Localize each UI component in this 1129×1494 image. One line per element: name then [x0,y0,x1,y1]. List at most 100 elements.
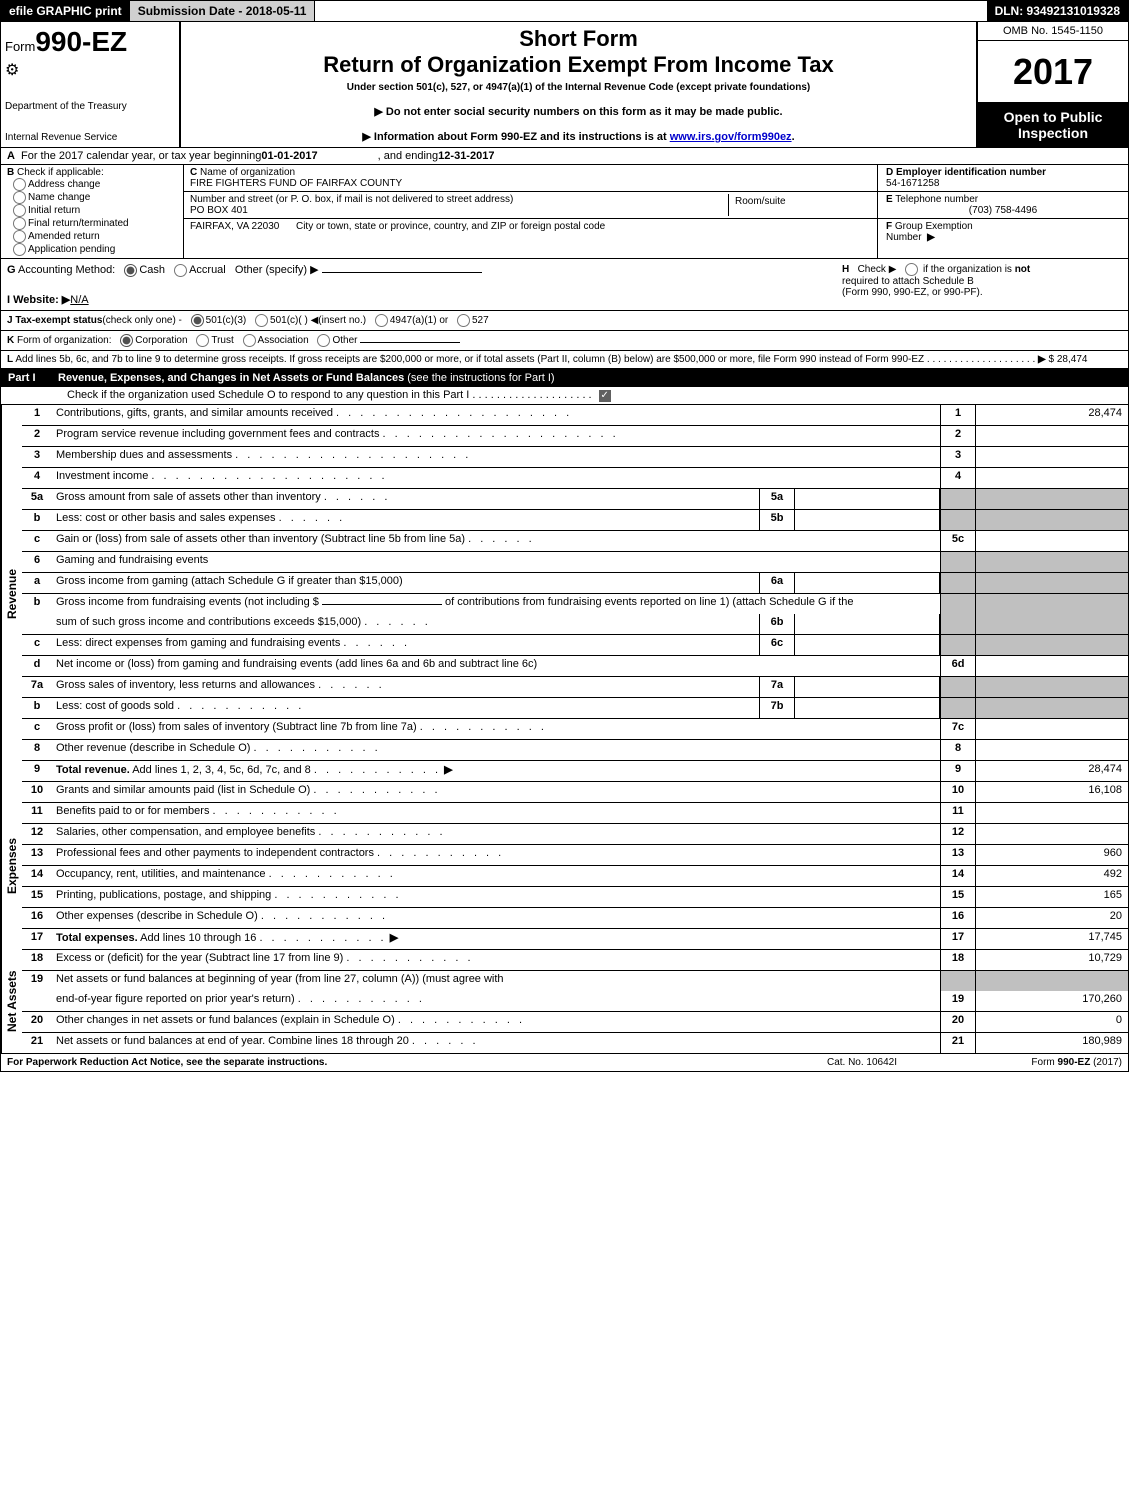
line-20-desc: Other changes in net assets or fund bala… [52,1012,940,1032]
footer-form-suffix: (2017) [1090,1057,1122,1068]
527-label: 527 [472,315,489,326]
line-5a-gray2 [975,489,1128,509]
line-6b-desc1: Gross income from fundraising events (no… [52,594,940,614]
line-4-desc: Investment income . . . . . . . . . . . … [52,468,940,488]
line-12: 12 Salaries, other compensation, and emp… [22,824,1128,845]
line-10: 10 Grants and similar amounts paid (list… [22,782,1128,803]
line-10-val: 16,108 [975,782,1128,802]
line-1-desc: Contributions, gifts, grants, and simila… [52,405,940,425]
opt-name-change[interactable]: Name change [7,191,177,204]
line-16-val: 20 [975,908,1128,928]
address-change-label: Address change [28,179,100,190]
group-exemption-label: Group Exemption [895,221,973,232]
line-18-desc: Excess or (deficit) for the year (Subtra… [52,950,940,970]
line-7b-sub: 7b [759,698,795,718]
title-note-info: ▶ Information about Form 990-EZ and its … [185,130,972,143]
part-i-title-text: Revenue, Expenses, and Changes in Net As… [58,372,407,384]
opt-amended-return[interactable]: Amended return [7,230,177,243]
radio-amended-return[interactable] [13,230,26,243]
opt-final-return[interactable]: Final return/terminated [7,217,177,230]
opt-initial-return[interactable]: Initial return [7,204,177,217]
line-7b-subval [795,698,940,718]
line-12-val [975,824,1128,844]
radio-527[interactable] [457,314,470,327]
line-6c-sub: 6c [759,635,795,655]
line-20-val: 0 [975,1012,1128,1032]
line-3: 3 Membership dues and assessments . . . … [22,447,1128,468]
ein-label: Employer identification number [896,167,1046,178]
radio-final-return[interactable] [13,217,26,230]
accounting-method-row: G Accounting Method: Cash Accrual Other … [7,263,842,277]
label-h: H [842,264,849,275]
line-12-dots: . . . . . . . . . . . [318,826,445,838]
tax-year-begin: 01-01-2017 [261,150,317,162]
label-a: A [7,150,21,162]
line-19-rightnum: 19 [940,991,975,1011]
form-number: Form990-EZ [5,26,175,58]
tax-year-prefix: For the 2017 calendar year, or tax year … [21,150,261,162]
line-21-num: 21 [22,1033,52,1053]
radio-accrual[interactable] [174,264,187,277]
line-7b-dots: . . . . . . . . . . . [177,700,304,712]
check-if-applicable: Check if applicable: [17,167,104,178]
h-text4: (Form 990, 990-EZ, or 990-PF). [842,287,983,298]
column-b: B Check if applicable: Address change Na… [1,165,183,258]
radio-application-pending[interactable] [13,243,26,256]
line-20: 20 Other changes in net assets or fund b… [22,1012,1128,1033]
final-return-label: Final return/terminated [28,218,129,229]
line-6b-desc2: sum of such gross income and contributio… [52,614,759,634]
line-6c: c Less: direct expenses from gaming and … [22,635,1128,656]
label-d: D [886,167,893,178]
gh-row: G Accounting Method: Cash Accrual Other … [1,258,1128,310]
line-5a: 5a Gross amount from sale of assets othe… [22,489,1128,510]
footer-row: For Paperwork Reduction Act Notice, see … [0,1054,1129,1072]
association-label: Association [258,335,309,346]
omb-number: OMB No. 1545-1150 [978,22,1128,41]
line-9-val: 28,474 [975,761,1128,781]
label-f: F [886,221,892,232]
line-6a-gray1 [940,573,975,593]
radio-other-org[interactable] [317,334,330,347]
website-row: I Website: ▶N/A [7,293,842,306]
opt-application-pending[interactable]: Application pending [7,243,177,256]
radio-4947[interactable] [375,314,388,327]
line-8-dots: . . . . . . . . . . . [254,742,381,754]
opt-address-change[interactable]: Address change [7,178,177,191]
phone-label: Telephone number [895,194,978,205]
line-6a-subval [795,573,940,593]
line-5b: b Less: cost or other basis and sales ex… [22,510,1128,531]
radio-501c3[interactable] [191,314,204,327]
radio-corporation[interactable] [120,334,133,347]
line-15-rightnum: 15 [940,887,975,907]
section-bcdef-row: B Check if applicable: Address change Na… [1,164,1128,258]
line-5b-subval [795,510,940,530]
radio-address-change[interactable] [13,178,26,191]
radio-h-check[interactable] [905,263,918,276]
h-text3: required to attach Schedule B [842,276,974,287]
radio-trust[interactable] [196,334,209,347]
radio-name-change[interactable] [13,191,26,204]
line-4-rightnum: 4 [940,468,975,488]
line-7a-text: Gross sales of inventory, less returns a… [56,679,315,691]
radio-association[interactable] [243,334,256,347]
part-i-check-row: Check if the organization used Schedule … [0,387,1129,405]
line-17-bold: Total expenses. [56,932,138,944]
line-5a-desc: Gross amount from sale of assets other t… [52,489,759,509]
line-7c-text: Gross profit or (loss) from sales of inv… [56,721,417,733]
gear-icon: ⚙ [5,60,175,80]
irs-link[interactable]: www.irs.gov/form990ez [670,131,792,143]
name-of-org-label: Name of organization [200,167,295,178]
part-i-sub: (see the instructions for Part I) [407,372,554,384]
line-14-text: Occupancy, rent, utilities, and maintena… [56,868,266,880]
line-1-val: 28,474 [975,405,1128,425]
radio-501c[interactable] [255,314,268,327]
line-15-text: Printing, publications, postage, and shi… [56,889,271,901]
label-l: L [7,354,13,365]
line-9: 9 Total revenue. Add lines 1, 2, 3, 4, 5… [22,761,1128,782]
line-7c: c Gross profit or (loss) from sales of i… [22,719,1128,740]
radio-cash[interactable] [124,264,137,277]
city-label: City or town, state or province, country… [296,221,605,232]
line-16-rightnum: 16 [940,908,975,928]
line-7a-subval [795,677,940,697]
radio-initial-return[interactable] [13,204,26,217]
